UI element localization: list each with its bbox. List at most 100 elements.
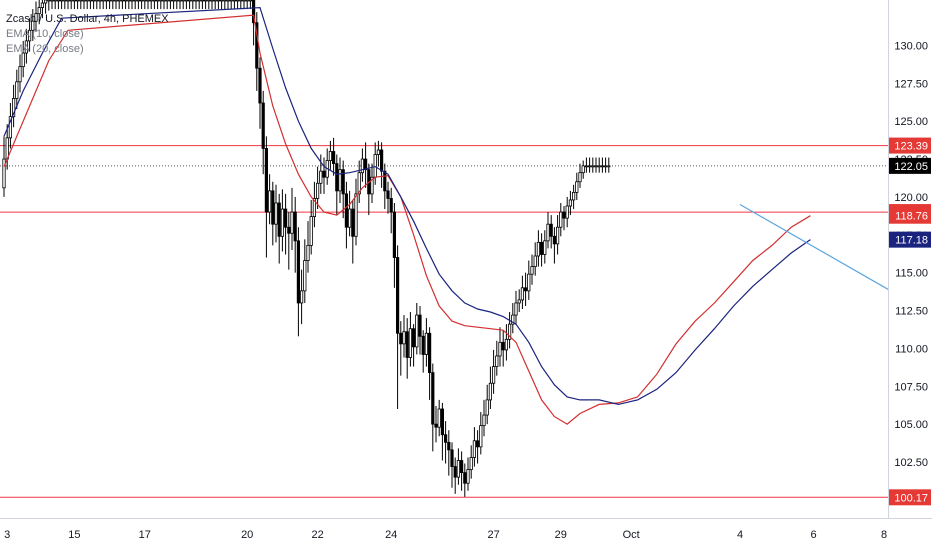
descending-trendline (739, 203, 889, 290)
candle-body (143, 0, 147, 2)
candle-body (507, 323, 512, 340)
candle-body (127, 0, 131, 2)
candle-body (575, 181, 579, 193)
candle-body (299, 290, 304, 304)
candle-body (303, 260, 307, 292)
candle-body (511, 314, 515, 325)
candle-body (559, 211, 563, 228)
x-tick-label: 20 (241, 529, 253, 541)
candle-body (124, 0, 128, 2)
level-price-tag-label: 123.39 (894, 141, 928, 153)
candle-body (213, 0, 217, 2)
x-tick-label: 15 (68, 529, 80, 541)
candle-body (383, 170, 387, 192)
candle-body (379, 149, 384, 172)
candle-body (588, 165, 592, 168)
candle-body (568, 199, 573, 207)
ema10-line (3, 14, 811, 425)
candle-body (498, 341, 502, 357)
candle-body (60, 0, 64, 2)
candle-body (27, 29, 32, 42)
candle-body (149, 0, 153, 2)
candle-body (594, 165, 598, 168)
candle-body (309, 216, 313, 246)
candle-body (111, 0, 115, 2)
candle-body (139, 0, 144, 2)
candle-body (556, 226, 560, 245)
candle-body (242, 0, 246, 2)
candle-body (543, 240, 547, 255)
candle-body (98, 0, 102, 2)
candle-body (443, 434, 448, 443)
candle-body (360, 158, 365, 174)
candle-body (376, 149, 381, 155)
level-price-tag-label: 100.17 (894, 492, 928, 504)
candle-body (427, 332, 432, 374)
candle-body (472, 440, 477, 458)
candle-body (133, 0, 137, 2)
candle-body (479, 425, 483, 448)
y-tick-label: 125.00 (894, 116, 928, 128)
candle-body (66, 0, 70, 2)
candle-body (338, 169, 342, 192)
candle-body (194, 0, 198, 2)
candle-body (31, 20, 35, 31)
candle-body (533, 255, 537, 268)
candle-body (159, 0, 163, 2)
y-tick-label: 112.50 (895, 306, 928, 318)
x-tick-label: 3 (4, 529, 10, 541)
candle-body (37, 7, 41, 15)
candle-body (44, 0, 48, 4)
candle-body (34, 13, 38, 22)
candle-body (283, 208, 288, 228)
candle-body (469, 457, 473, 470)
candle-body (453, 466, 457, 478)
candle-body (76, 0, 80, 2)
candle-body (271, 190, 275, 225)
candle-body (431, 372, 435, 425)
candle-body (437, 408, 441, 428)
x-tick-label: 29 (555, 529, 567, 541)
y-tick-label: 130.00 (894, 40, 928, 52)
candle-body (47, 0, 51, 2)
y-tick-label: 127.50 (894, 78, 928, 90)
candle-body (591, 165, 595, 168)
candle-body (114, 0, 118, 2)
candle-body (117, 0, 121, 2)
candle-body (514, 302, 518, 316)
candle-body (421, 335, 425, 355)
candle-body (552, 235, 557, 245)
price-axis[interactable]: 130.00127.50125.00122.50120.00117.50115.… (894, 40, 928, 469)
candle-body (578, 172, 582, 183)
candle-body (108, 0, 112, 2)
level-price-tag (889, 137, 931, 154)
candle-body (373, 154, 377, 178)
candle-body (351, 208, 355, 237)
candle-body (347, 208, 352, 228)
candle-body (18, 66, 22, 83)
candle-body (82, 0, 86, 2)
candle-body (450, 449, 454, 467)
ema20-line (3, 6, 811, 406)
candle-body (328, 151, 333, 161)
candle-body (335, 163, 339, 192)
candle-body (72, 0, 76, 2)
candle-body (389, 198, 393, 213)
time-axis[interactable]: 3 15 17 20 22 24 27 29 Oct 4 6 8 (4, 529, 887, 541)
y-tick-label: 110.00 (895, 343, 928, 355)
candle-body (184, 0, 188, 2)
x-tick-label: 4 (737, 529, 743, 541)
candle-body (88, 0, 92, 2)
candle-body (274, 202, 278, 225)
ema10-price-tag-label: 118.76 (895, 211, 928, 223)
candle-body (501, 341, 505, 351)
candle-body (24, 40, 29, 54)
candle-body (226, 0, 230, 2)
candle-body (319, 170, 323, 184)
candle-body (475, 440, 480, 448)
candle-body (200, 0, 204, 2)
candle-body (50, 0, 54, 2)
candle-body (331, 151, 336, 164)
candle-body (255, 22, 259, 69)
